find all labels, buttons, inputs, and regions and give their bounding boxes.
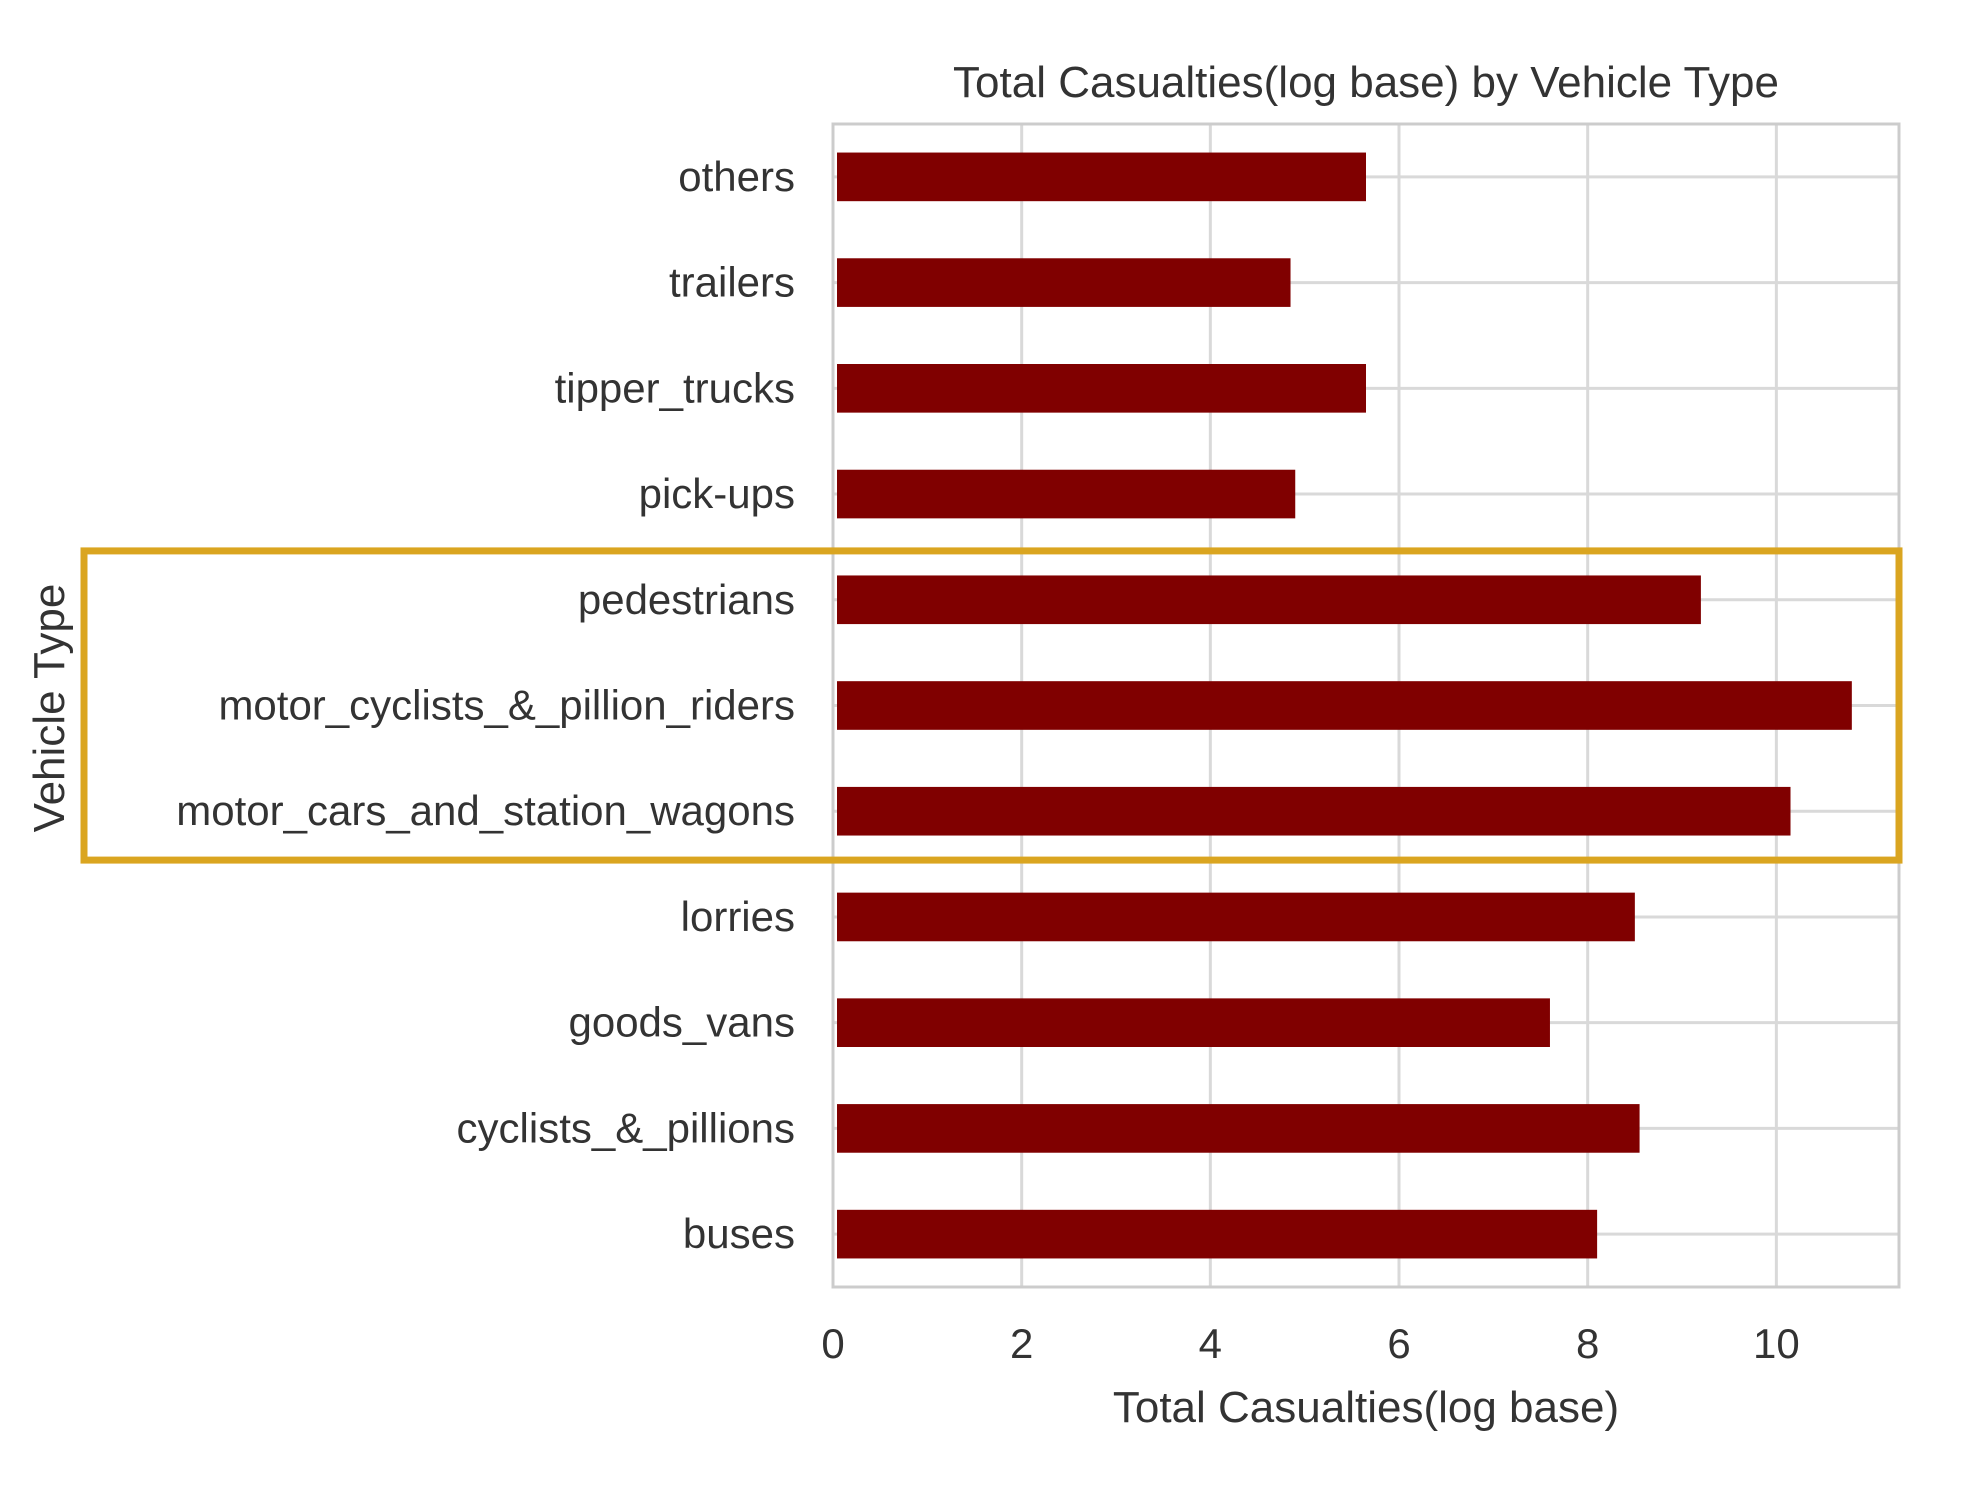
- bar-motor_cyclists_&_pillion_riders: [837, 681, 1852, 730]
- chart-title: Total Casualties(log base) by Vehicle Ty…: [953, 58, 1779, 107]
- x-axis-label: Total Casualties(log base): [1113, 1383, 1619, 1432]
- y-tick-label: tipper_trucks: [555, 364, 795, 411]
- highlight-rectangle: [80, 547, 1903, 864]
- y-tick-label: pick-ups: [639, 470, 795, 517]
- bar-others: [837, 152, 1366, 202]
- y-tick-label: lorries: [681, 893, 795, 940]
- bar-cyclists_&_pillions: [837, 1104, 1640, 1153]
- x-tick-labels: 0 2 4 6 8 10: [821, 1320, 1799, 1367]
- bar-trailers: [837, 258, 1291, 307]
- y-tick-label: motor_cyclists_&_pillion_riders: [218, 682, 795, 729]
- y-axis-label: Vehicle Type: [25, 584, 74, 833]
- y-tick-labels: buses cyclists_&_pillions goods_vans lorrie…: [176, 153, 795, 1257]
- y-tick-label: pedestrians: [578, 576, 795, 623]
- x-tick-label: 8: [1576, 1320, 1599, 1367]
- bar-motor_cars_and_station_wagons: [837, 786, 1791, 836]
- y-tick-label: goods_vans: [568, 999, 795, 1046]
- highlight-box: [80, 547, 1903, 864]
- bar-tipper_trucks: [837, 364, 1366, 413]
- y-tick-label: cyclists_&_pillions: [457, 1104, 795, 1151]
- x-tick-label: 0: [821, 1320, 844, 1367]
- x-tick-label: 6: [1387, 1320, 1410, 1367]
- x-tick-label: 10: [1753, 1320, 1800, 1367]
- y-tick-label: buses: [683, 1210, 795, 1257]
- x-tick-label: 2: [1010, 1320, 1033, 1367]
- y-tick-label: trailers: [669, 259, 795, 306]
- bar-goods_vans: [837, 998, 1550, 1047]
- bar-pick-ups: [837, 469, 1296, 519]
- bar-lorries: [837, 892, 1635, 942]
- y-tick-label: motor_cars_and_station_wagons: [176, 787, 795, 834]
- x-tick-label: 4: [1199, 1320, 1222, 1367]
- bar-pedestrians: [837, 575, 1701, 625]
- bar-buses: [837, 1209, 1598, 1259]
- y-tick-label: others: [678, 153, 795, 200]
- bars: [837, 152, 1852, 1259]
